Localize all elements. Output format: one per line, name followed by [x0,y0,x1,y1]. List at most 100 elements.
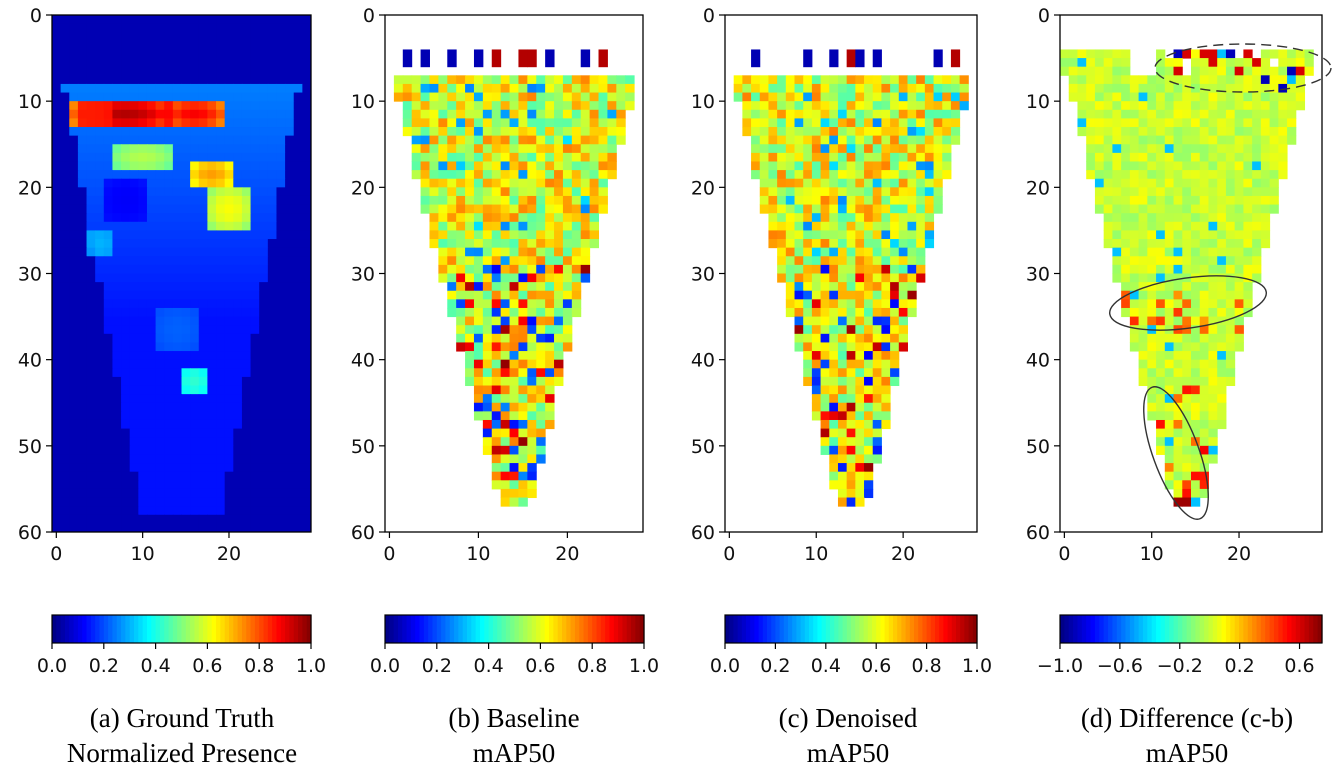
heatmap-cell [138,368,148,378]
heatmap-cell [1252,101,1262,111]
heatmap-cell [276,463,286,473]
heatmap-cell [250,187,260,197]
colorbar-segment [1099,615,1105,643]
heatmap-cell [846,213,856,223]
heatmap-cell [1094,92,1105,102]
heatmap-cell [846,152,856,162]
heatmap-cell [233,178,243,188]
heatmap-cell [207,15,217,25]
heatmap-cell [129,523,139,533]
heatmap-cell [146,514,157,524]
heatmap-cell [112,178,122,188]
heatmap-cell [121,23,131,33]
colorbar-segment [471,615,477,643]
heatmap-cell [259,523,269,533]
heatmap-cell [1138,144,1148,154]
heatmap-cell [465,351,475,361]
heatmap-cell [103,316,113,326]
heatmap-cell [811,239,822,249]
heatmap-cell [898,187,908,197]
heatmap-cell [456,204,466,214]
heatmap-cell [554,342,564,352]
heatmap-cell [855,247,865,257]
heatmap-cell [1199,239,1209,249]
heatmap-cell [1260,92,1271,102]
heatmap-cell [881,178,891,188]
heatmap-cell [500,463,511,473]
heatmap-cell [172,368,182,378]
heatmap-cell [190,109,200,119]
heatmap-cell [112,40,122,50]
heatmap-cell [302,428,312,438]
colorbar-segment [69,615,75,643]
heatmap-cell [536,299,546,309]
heatmap-cell [1234,75,1244,85]
heatmap-cell [1147,264,1157,274]
heatmap-cell [811,118,822,128]
heatmap-cell [1217,273,1227,283]
heatmap-cell [491,239,502,249]
heatmap-cell [1164,170,1175,180]
heatmap-cell [112,109,122,119]
heatmap-cell [1191,247,1201,257]
heatmap-cell [864,282,874,292]
heatmap-cell [1173,92,1183,102]
heatmap-cell [1086,83,1096,94]
heatmap-cell [267,488,277,499]
heatmap-cell [95,66,105,76]
heatmap-cell [293,40,303,50]
heatmap-cell [846,497,856,507]
heatmap-cell [86,118,96,128]
heatmap-cell [589,161,600,171]
heatmap-cell [916,178,926,188]
heatmap-cell [1147,221,1157,231]
heatmap-cell [1191,264,1201,274]
colorbar-segment [746,615,751,643]
heatmap-cell [1225,58,1236,68]
heatmap-cell [302,83,312,94]
heatmap-cell [509,92,519,102]
heatmap-cell [138,454,148,464]
heatmap-cell [146,40,157,50]
heatmap-cell [527,351,537,361]
colorbar-segment [289,615,295,643]
heatmap-cell [95,15,105,25]
heatmap-cell [820,351,830,361]
heatmap-cell [811,411,822,421]
heatmap-cell [456,83,466,94]
heatmap-cell [864,170,874,180]
heatmap-cell [1094,135,1105,145]
heatmap-cell [60,359,70,369]
heatmap-cell [198,58,208,68]
heatmap-cell [1164,144,1175,154]
heatmap-cell [155,178,165,188]
heatmap-cell [872,109,882,119]
heatmap-cell [1173,299,1183,309]
heatmap-cell [1269,83,1279,94]
heatmap-cell [259,195,269,206]
heatmap-cell [518,428,528,438]
heatmap-cell [112,195,122,206]
heatmap-cell [293,204,303,214]
heatmap-cell [1094,144,1105,154]
colorbar-frame [384,614,645,644]
heatmap-cell [241,394,252,404]
heatmap-cell [829,307,839,318]
heatmap-cell [138,307,148,318]
heatmap-cell [276,488,286,499]
heatmap-cell [276,40,286,50]
heatmap-cell [811,359,822,369]
heatmap-cell [803,342,813,352]
colorbar-segment [1108,615,1113,643]
heatmap-cell [95,239,105,249]
heatmap-cell [456,342,466,352]
heatmap-cell [233,359,243,369]
heatmap-cell [1182,282,1192,292]
heatmap-cell [1129,256,1140,266]
heatmap-cell [864,437,874,447]
heatmap-cell [803,376,813,387]
heatmap-cell [580,92,591,102]
heatmap-cell [103,40,113,50]
colorbar-segment [419,615,425,643]
heatmap-cell [473,83,484,94]
